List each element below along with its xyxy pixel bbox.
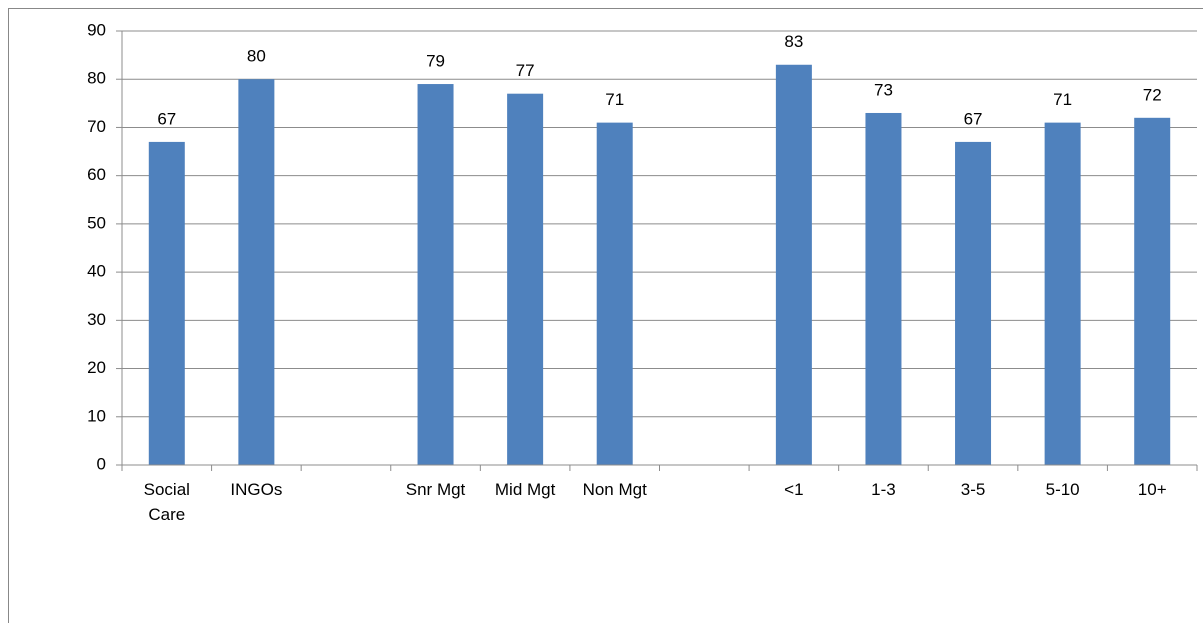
- y-tick-label: 30: [87, 310, 106, 329]
- x-tick-label: Mid Mgt: [494, 480, 556, 499]
- chart-frame: [8, 8, 1203, 623]
- y-tick-label: 10: [87, 406, 106, 425]
- data-label: 73: [874, 80, 893, 99]
- bar: [1134, 117, 1171, 466]
- bar: [507, 93, 544, 465]
- bar: [417, 84, 454, 466]
- bar: [596, 122, 633, 465]
- bar: [238, 79, 275, 465]
- data-label: 79: [426, 52, 445, 71]
- data-label: 80: [247, 47, 266, 66]
- y-tick-label: 80: [87, 69, 106, 88]
- data-label: 83: [784, 32, 803, 51]
- x-tick-label: <1: [784, 480, 804, 499]
- bar: [148, 141, 185, 465]
- bar: [1044, 122, 1081, 465]
- x-tick-label: Social Care: [143, 480, 190, 524]
- x-tick-label: 5-10: [1045, 480, 1080, 499]
- x-tick-label: 3-5: [960, 480, 986, 499]
- x-tick-label: Non Mgt: [582, 480, 647, 499]
- data-label: 72: [1143, 85, 1162, 104]
- data-label: 67: [964, 109, 983, 128]
- data-label: 71: [605, 90, 624, 109]
- bar: [955, 141, 992, 465]
- bar: [775, 64, 812, 465]
- y-tick-label: 90: [87, 20, 106, 39]
- bar: [865, 112, 902, 465]
- y-tick-label: 50: [87, 213, 106, 232]
- data-label: 71: [1053, 90, 1072, 109]
- y-tick-label: 40: [87, 262, 106, 281]
- y-tick-label: 70: [87, 117, 106, 136]
- y-tick-label: 20: [87, 358, 106, 377]
- data-label: 77: [516, 61, 535, 80]
- x-tick-label: INGOs: [230, 480, 283, 499]
- data-label: 67: [157, 109, 176, 128]
- y-tick-label: 0: [97, 454, 106, 473]
- x-tick-label: 10+: [1137, 480, 1167, 499]
- x-tick-label: 1-3: [871, 480, 896, 499]
- y-tick-label: 60: [87, 165, 106, 184]
- x-tick-label: Snr Mgt: [405, 480, 466, 499]
